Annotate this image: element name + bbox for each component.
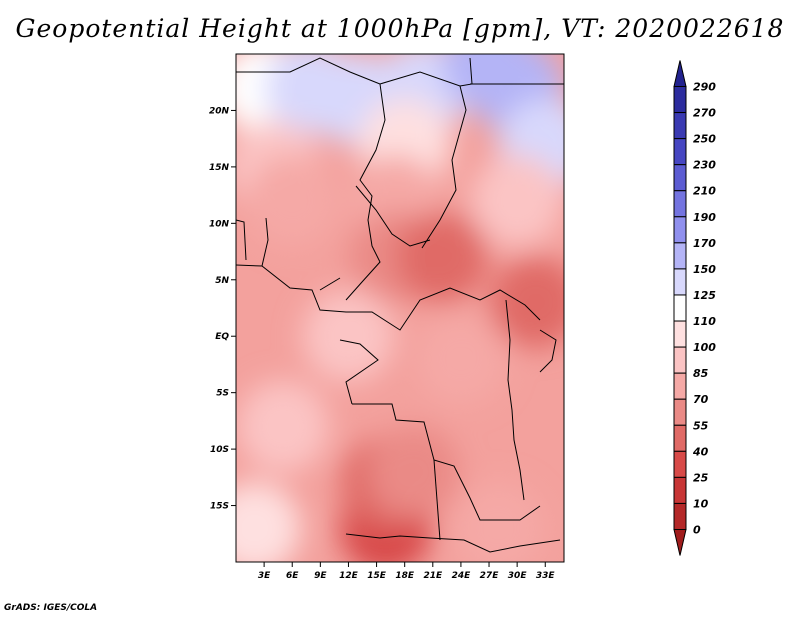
map-area	[236, 54, 564, 562]
height-field	[236, 54, 564, 562]
colorbar-label: 125	[693, 289, 716, 302]
x-tick-label: 21E	[423, 571, 443, 581]
colorbar-segment	[673, 502, 687, 530]
y-tick-label: 15N	[209, 163, 230, 173]
chart-title: Geopotential Height at 1000hPa [gpm], VT…	[15, 14, 785, 43]
colorbar-segment	[673, 112, 687, 140]
colorbar-label: 10	[693, 497, 709, 510]
x-tick-label: 18E	[395, 571, 415, 581]
colorbar-segment	[673, 86, 687, 114]
colorbar: 2902702502302101901701501251101008570554…	[673, 60, 716, 556]
y-tick-label: 10S	[210, 445, 229, 455]
colorbar-label: 40	[692, 445, 709, 458]
colorbar-label: 0	[693, 524, 701, 537]
colorbar-label: 150	[693, 263, 716, 276]
colorbar-label: 250	[693, 133, 716, 146]
colorbar-segment	[673, 164, 687, 192]
colorbar-segment	[673, 398, 687, 426]
colorbar-segment	[673, 346, 687, 374]
field-sample	[246, 154, 339, 247]
colorbar-label: 170	[693, 237, 716, 250]
x-tick-label: 3E	[258, 571, 271, 581]
field-sample	[489, 256, 564, 349]
credit-label: GrADS: IGES/COLA	[4, 603, 98, 613]
colorbar-label: 270	[693, 107, 716, 120]
field-sample	[396, 211, 489, 304]
colorbar-segment	[673, 372, 687, 400]
colorbar-segment	[673, 450, 687, 478]
colorbar-label: 70	[693, 393, 709, 406]
x-tick-label: 33E	[536, 571, 556, 581]
field-sample	[471, 154, 564, 247]
field-sample	[236, 482, 301, 562]
x-tick-label: 24E	[452, 571, 472, 581]
x-tick-label: 30E	[508, 571, 528, 581]
field-sample	[236, 380, 329, 473]
colorbar-segment	[673, 476, 687, 504]
colorbar-label: 190	[693, 211, 716, 224]
colorbar-label: 110	[693, 315, 716, 328]
colorbar-segment	[673, 424, 687, 452]
colorbar-segment	[673, 294, 687, 322]
colorbar-label: 55	[693, 419, 709, 432]
y-tick-label: 15S	[210, 502, 229, 512]
colorbar-segment	[673, 242, 687, 270]
country-borders	[236, 57, 564, 553]
colorbar-label: 25	[693, 471, 709, 484]
field-sample	[452, 482, 545, 562]
colorbar-label: 210	[693, 185, 716, 198]
x-tick-label: 15E	[367, 571, 387, 581]
x-tick-label: 27E	[480, 571, 500, 581]
y-tick-label: 20N	[209, 106, 230, 116]
x-tick-label: 6E	[286, 571, 299, 581]
x-tick-label: 12E	[339, 571, 359, 581]
colorbar-label: 230	[693, 159, 716, 172]
field-sample	[414, 312, 507, 405]
colorbar-min-arrow	[673, 529, 687, 556]
y-tick-label: EQ	[215, 332, 229, 342]
y-tick-label: 5N	[215, 276, 229, 286]
colorbar-max-arrow	[673, 60, 687, 87]
colorbar-segment	[673, 320, 687, 348]
colorbar-segment	[673, 216, 687, 244]
colorbar-segment	[673, 138, 687, 166]
axes: 20N 15N 10N 5N EQ 5S 10S 15S 3E 6E 9E 12E 15E 18E 21E 2…	[209, 106, 556, 581]
colorbar-label: 85	[693, 367, 709, 380]
y-tick-label: 10N	[209, 219, 230, 229]
y-tick-label: 5S	[216, 389, 229, 399]
field-sample	[302, 290, 395, 383]
colorbar-segment	[673, 268, 687, 296]
x-tick-label: 9E	[314, 571, 327, 581]
colorbar-segment	[673, 190, 687, 218]
colorbar-label: 100	[693, 341, 716, 354]
colorbar-label: 290	[693, 81, 716, 94]
map-frame	[235, 53, 565, 563]
field-sample	[368, 425, 461, 518]
